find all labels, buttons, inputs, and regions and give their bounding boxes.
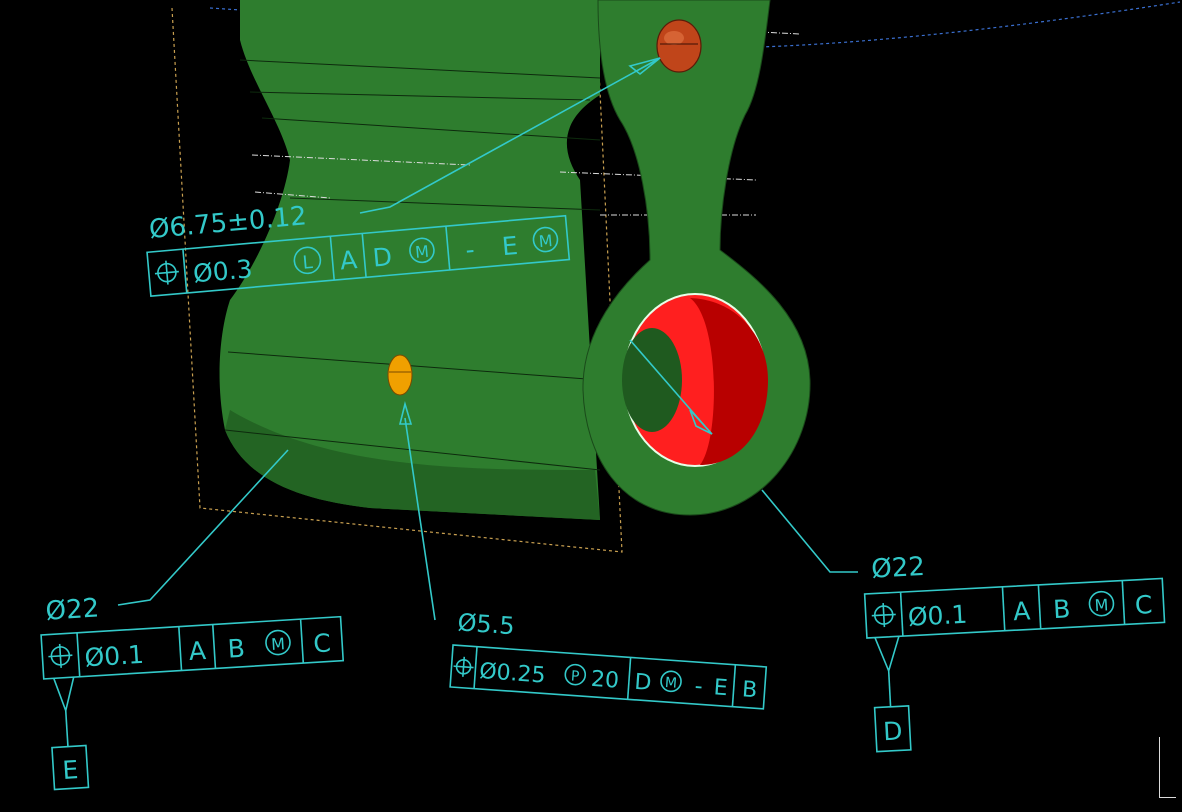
small-hole-datum-e: E — [713, 675, 729, 701]
left-bore-datum-c: C — [313, 628, 332, 658]
left-bore-datum-b-modifier: M — [271, 634, 286, 654]
small-hole-datum-d: D — [634, 670, 653, 696]
top-hole-datum-d-modifier: M — [414, 242, 429, 262]
top-hole-datum-e: E — [501, 231, 519, 261]
left-bore-size: Ø22 — [45, 593, 100, 626]
small-hole — [387, 354, 413, 396]
left-bore-datum-b: B — [227, 634, 246, 664]
right-bore-datum-triangle — [873, 636, 912, 753]
top-hole-datum-e-modifier: M — [538, 231, 553, 251]
right-bore-fcf — [863, 577, 1166, 639]
leader-lines — [117, 57, 858, 621]
right-bore-datum-b: B — [1052, 594, 1071, 624]
small-hole-datum-b: B — [741, 677, 758, 703]
small-hole-annotation[interactable]: Ø5.5 Ø0.25 P 20 D M - E B — [449, 608, 769, 710]
small-hole-fcf — [449, 644, 768, 710]
axis-triad-icon — [1159, 737, 1176, 798]
position-icon — [48, 643, 73, 668]
small-hole-tolerance: Ø0.25 — [478, 659, 546, 689]
right-bore-datum-b-modifier: M — [1094, 595, 1109, 615]
right-bore-annotation[interactable]: Ø22 Ø0.1 A B M C D — [863, 539, 1171, 753]
part-body-cylinder — [219, 0, 601, 520]
small-hole-dash: - — [694, 674, 704, 699]
right-bore-datum-c: C — [1134, 590, 1153, 620]
projected-zone-height: 20 — [590, 667, 620, 694]
bore-inner-shade — [690, 298, 768, 465]
top-hole-tolerance: Ø0.3 — [192, 254, 254, 288]
small-hole-size: Ø5.5 — [457, 608, 516, 640]
left-bore-datum-a: A — [188, 636, 207, 666]
small-hole-datum-d-modifier: M — [664, 675, 677, 692]
top-hole-highlight — [664, 31, 684, 45]
projected-zone-modifier: P — [570, 668, 580, 685]
top-hole — [656, 19, 702, 73]
body-edge-lines — [224, 59, 601, 471]
top-hole-dash: - — [464, 235, 476, 265]
top-hole-datum-d: D — [372, 242, 394, 273]
least-material-modifier: L — [302, 252, 314, 274]
top-hole-annotation[interactable]: Ø6.75±0.12 Ø0.3 L A D M - E M — [144, 179, 571, 298]
left-bore-annotation[interactable]: Ø22 Ø0.1 A B M C E — [39, 579, 350, 791]
right-bore-datum-label: D — [882, 716, 903, 746]
right-bore-datum-a: A — [1012, 596, 1031, 626]
left-bore-tolerance: Ø0.1 — [84, 640, 145, 673]
left-bore-datum-label: E — [62, 755, 80, 785]
position-icon — [154, 260, 179, 285]
right-bore-tolerance: Ø0.1 — [907, 600, 968, 632]
top-hole-fcf — [146, 214, 571, 298]
bore-through — [622, 328, 682, 432]
position-icon — [453, 656, 474, 677]
right-bore-size: Ø22 — [871, 552, 926, 585]
position-icon — [871, 603, 896, 628]
left-bore-datum-triangle — [51, 676, 90, 791]
left-bore-fcf — [40, 615, 345, 680]
top-hole-datum-a: A — [339, 245, 359, 275]
